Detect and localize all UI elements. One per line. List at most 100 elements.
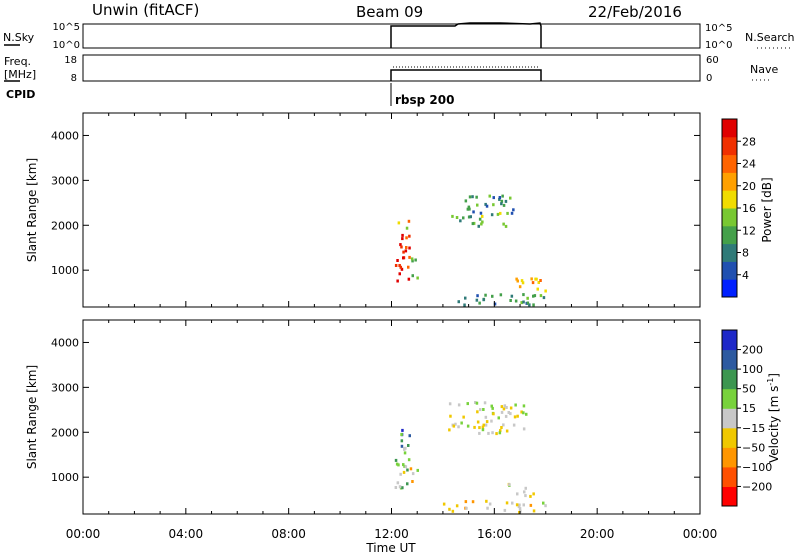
- data-cell: [396, 481, 400, 485]
- data-cell: [468, 195, 472, 199]
- data-cell: [407, 444, 410, 447]
- data-cell: [400, 245, 403, 249]
- data-cell: [403, 464, 406, 468]
- x-tick-label: 00:00: [683, 527, 718, 541]
- data-cell: [408, 434, 411, 438]
- data-cell: [476, 294, 479, 298]
- velocity-label-main: Velocity [m s: [767, 386, 781, 463]
- data-cell: [466, 402, 469, 406]
- data-cell: [399, 472, 402, 476]
- x-tick-label: 20:00: [580, 527, 615, 541]
- data-cell: [522, 503, 525, 507]
- noise-sky-line: [390, 22, 542, 48]
- data-cell: [411, 259, 414, 263]
- data-cell: [414, 258, 417, 262]
- colorbar-tick-label: −200: [742, 480, 772, 493]
- colorbar-tick-label: 15: [742, 402, 756, 415]
- colorbar-tick-label: −15: [742, 422, 765, 435]
- data-cell: [536, 287, 539, 291]
- data-cell: [514, 403, 517, 407]
- data-cell: [463, 303, 466, 307]
- data-cell: [399, 265, 402, 269]
- y-tick-label: 3000: [51, 174, 79, 187]
- data-cell: [542, 296, 546, 300]
- colorbar-tick-label: 16: [742, 202, 756, 215]
- data-cell: [490, 404, 493, 408]
- freq-label-1: Freq.: [4, 55, 31, 68]
- data-cell: [516, 279, 519, 283]
- data-cell: [487, 431, 490, 435]
- y-tick-label: 3000: [51, 381, 79, 394]
- data-cell: [409, 467, 413, 471]
- data-cell: [400, 267, 404, 271]
- noise-tick-left-top: 10^5: [53, 22, 80, 33]
- data-cell: [542, 501, 545, 505]
- data-cell: [502, 203, 506, 207]
- nsearch-label: N.Search: [745, 31, 795, 44]
- data-cell: [396, 259, 399, 262]
- colorbar-tick-label: 28: [742, 135, 756, 148]
- data-cell: [526, 301, 530, 305]
- data-cell: [505, 501, 509, 505]
- data-cell: [471, 195, 474, 199]
- data-cell: [501, 194, 504, 198]
- data-cell: [504, 224, 508, 228]
- data-cell: [404, 249, 408, 253]
- velocity-colorbar-label: Velocity [m s-1]: [766, 373, 781, 463]
- data-cell: [407, 265, 410, 269]
- data-cell: [518, 507, 522, 511]
- data-cell: [478, 217, 482, 221]
- data-cell: [478, 301, 481, 305]
- data-cell: [544, 504, 547, 508]
- data-cell: [405, 246, 408, 249]
- data-cell: [464, 500, 468, 504]
- data-cell: [522, 293, 525, 297]
- data-cell: [416, 468, 419, 472]
- data-cell: [512, 208, 515, 212]
- data-cell: [507, 411, 510, 414]
- data-cell: [497, 416, 500, 420]
- data-cell: [491, 431, 494, 435]
- data-cell: [398, 485, 402, 489]
- data-cell: [399, 243, 402, 247]
- freq-tick-bottom: 8: [71, 73, 77, 84]
- data-cell: [491, 406, 494, 410]
- data-cell: [448, 507, 451, 511]
- data-cell: [532, 492, 535, 496]
- colorbar-tick-label: 12: [742, 224, 756, 237]
- data-cell: [537, 281, 540, 284]
- data-cell: [465, 506, 468, 510]
- colorbar-swatch: [722, 279, 737, 298]
- data-cell: [533, 294, 537, 298]
- colorbar-swatch: [722, 172, 737, 191]
- data-cell: [402, 470, 406, 474]
- colorbar-swatch: [722, 243, 737, 262]
- data-cell: [467, 205, 471, 209]
- colorbar-tick-label: 20: [742, 180, 756, 193]
- y-tick-label: 1000: [51, 264, 79, 277]
- data-cell: [467, 215, 471, 219]
- data-cell: [466, 424, 470, 428]
- freq-panel: Freq. [MHz] 18 8 60 0 Nave: [4, 54, 778, 84]
- data-cell: [488, 194, 491, 198]
- data-cell: [475, 401, 479, 405]
- data-cell: [498, 196, 502, 199]
- data-cell: [475, 195, 478, 199]
- data-cell: [524, 486, 527, 490]
- data-cell: [476, 420, 480, 424]
- data-cell: [485, 420, 489, 424]
- colorbar-swatch: [722, 119, 737, 138]
- data-cell: [484, 423, 488, 427]
- data-cell: [483, 401, 487, 405]
- data-cell: [400, 439, 404, 443]
- data-cell: [506, 211, 509, 215]
- data-cell: [484, 293, 487, 297]
- data-cell: [410, 257, 414, 261]
- freq-tick-top: 18: [64, 55, 77, 66]
- colorbar-tick-label: 4: [742, 269, 749, 282]
- noise-tick-left-bottom: 10^0: [53, 40, 80, 51]
- data-cell: [481, 428, 485, 432]
- colorbar-tick-label: 100: [742, 363, 763, 376]
- velocity-colorbar-swatches: [722, 330, 737, 507]
- data-cell: [484, 202, 487, 206]
